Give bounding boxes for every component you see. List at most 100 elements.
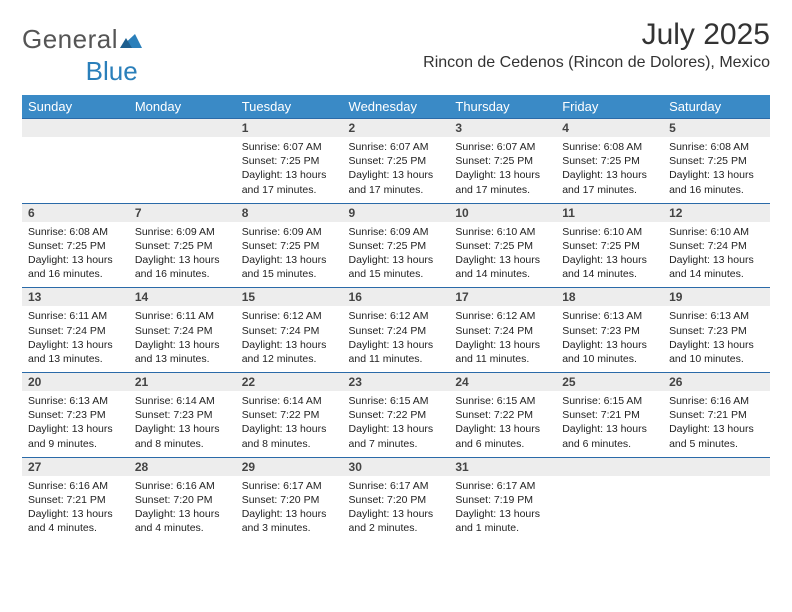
day-content-cell <box>22 137 129 203</box>
day-content-cell: Sunrise: 6:17 AMSunset: 7:20 PMDaylight:… <box>236 476 343 542</box>
day-content-cell: Sunrise: 6:16 AMSunset: 7:21 PMDaylight:… <box>663 391 770 457</box>
sunset-text: Sunset: 7:25 PM <box>28 239 123 253</box>
sunrise-text: Sunrise: 6:17 AM <box>349 479 444 493</box>
day-content-cell: Sunrise: 6:10 AMSunset: 7:24 PMDaylight:… <box>663 222 770 288</box>
sunset-text: Sunset: 7:25 PM <box>349 154 444 168</box>
sunrise-text: Sunrise: 6:17 AM <box>242 479 337 493</box>
day-number-cell: 2 <box>343 119 450 138</box>
day-number-cell: 15 <box>236 288 343 307</box>
day-content-row: Sunrise: 6:16 AMSunset: 7:21 PMDaylight:… <box>22 476 770 542</box>
day-content-cell: Sunrise: 6:12 AMSunset: 7:24 PMDaylight:… <box>236 306 343 372</box>
day-content-cell: Sunrise: 6:07 AMSunset: 7:25 PMDaylight:… <box>449 137 556 203</box>
sunrise-text: Sunrise: 6:13 AM <box>669 309 764 323</box>
daylight-text: Daylight: 13 hours and 8 minutes. <box>135 422 230 450</box>
day-content-cell: Sunrise: 6:11 AMSunset: 7:24 PMDaylight:… <box>129 306 236 372</box>
day-number-cell: 13 <box>22 288 129 307</box>
day-number-cell: 10 <box>449 203 556 222</box>
day-number-cell: 17 <box>449 288 556 307</box>
day-number-cell: 1 <box>236 119 343 138</box>
day-number-cell: 5 <box>663 119 770 138</box>
sunrise-text: Sunrise: 6:07 AM <box>349 140 444 154</box>
day-number-cell: 26 <box>663 373 770 392</box>
day-content-cell: Sunrise: 6:17 AMSunset: 7:19 PMDaylight:… <box>449 476 556 542</box>
sunset-text: Sunset: 7:25 PM <box>455 154 550 168</box>
day-number-row: 12345 <box>22 119 770 138</box>
sunrise-text: Sunrise: 6:09 AM <box>242 225 337 239</box>
day-number-cell: 21 <box>129 373 236 392</box>
day-number-cell <box>22 119 129 138</box>
daylight-text: Daylight: 13 hours and 11 minutes. <box>349 338 444 366</box>
daylight-text: Daylight: 13 hours and 14 minutes. <box>455 253 550 281</box>
day-number-cell: 30 <box>343 457 450 476</box>
daylight-text: Daylight: 13 hours and 15 minutes. <box>242 253 337 281</box>
day-content-cell: Sunrise: 6:13 AMSunset: 7:23 PMDaylight:… <box>22 391 129 457</box>
daylight-text: Daylight: 13 hours and 1 minute. <box>455 507 550 535</box>
day-content-cell: Sunrise: 6:09 AMSunset: 7:25 PMDaylight:… <box>236 222 343 288</box>
sunrise-text: Sunrise: 6:15 AM <box>562 394 657 408</box>
daylight-text: Daylight: 13 hours and 14 minutes. <box>669 253 764 281</box>
day-content-cell: Sunrise: 6:15 AMSunset: 7:22 PMDaylight:… <box>449 391 556 457</box>
day-content-cell: Sunrise: 6:09 AMSunset: 7:25 PMDaylight:… <box>343 222 450 288</box>
daylight-text: Daylight: 13 hours and 6 minutes. <box>455 422 550 450</box>
sunrise-text: Sunrise: 6:13 AM <box>28 394 123 408</box>
day-content-cell: Sunrise: 6:17 AMSunset: 7:20 PMDaylight:… <box>343 476 450 542</box>
daylight-text: Daylight: 13 hours and 7 minutes. <box>349 422 444 450</box>
daylight-text: Daylight: 13 hours and 8 minutes. <box>242 422 337 450</box>
sunrise-text: Sunrise: 6:07 AM <box>242 140 337 154</box>
daylight-text: Daylight: 13 hours and 15 minutes. <box>349 253 444 281</box>
sunset-text: Sunset: 7:21 PM <box>562 408 657 422</box>
sunrise-text: Sunrise: 6:08 AM <box>669 140 764 154</box>
daylight-text: Daylight: 13 hours and 17 minutes. <box>242 168 337 196</box>
day-number-cell: 27 <box>22 457 129 476</box>
sunrise-text: Sunrise: 6:10 AM <box>455 225 550 239</box>
day-content-cell <box>663 476 770 542</box>
day-number-cell: 8 <box>236 203 343 222</box>
day-content-row: Sunrise: 6:11 AMSunset: 7:24 PMDaylight:… <box>22 306 770 372</box>
day-number-cell: 19 <box>663 288 770 307</box>
day-number-cell: 24 <box>449 373 556 392</box>
day-number-cell: 14 <box>129 288 236 307</box>
daylight-text: Daylight: 13 hours and 9 minutes. <box>28 422 123 450</box>
sunset-text: Sunset: 7:24 PM <box>135 324 230 338</box>
day-number-cell: 16 <box>343 288 450 307</box>
sunset-text: Sunset: 7:20 PM <box>349 493 444 507</box>
day-content-cell <box>129 137 236 203</box>
sunset-text: Sunset: 7:24 PM <box>669 239 764 253</box>
day-content-cell: Sunrise: 6:08 AMSunset: 7:25 PMDaylight:… <box>556 137 663 203</box>
location-text: Rincon de Cedenos (Rincon de Dolores), M… <box>423 54 770 72</box>
day-content-cell: Sunrise: 6:12 AMSunset: 7:24 PMDaylight:… <box>449 306 556 372</box>
sunset-text: Sunset: 7:25 PM <box>135 239 230 253</box>
daylight-text: Daylight: 13 hours and 16 minutes. <box>669 168 764 196</box>
day-content-cell: Sunrise: 6:10 AMSunset: 7:25 PMDaylight:… <box>556 222 663 288</box>
day-content-cell: Sunrise: 6:15 AMSunset: 7:22 PMDaylight:… <box>343 391 450 457</box>
sunset-text: Sunset: 7:25 PM <box>562 154 657 168</box>
sunset-text: Sunset: 7:22 PM <box>242 408 337 422</box>
sunrise-text: Sunrise: 6:11 AM <box>28 309 123 323</box>
day-content-cell: Sunrise: 6:08 AMSunset: 7:25 PMDaylight:… <box>663 137 770 203</box>
day-number-cell: 12 <box>663 203 770 222</box>
daylight-text: Daylight: 13 hours and 4 minutes. <box>28 507 123 535</box>
sunrise-text: Sunrise: 6:11 AM <box>135 309 230 323</box>
sunrise-text: Sunrise: 6:09 AM <box>135 225 230 239</box>
day-number-cell: 18 <box>556 288 663 307</box>
day-number-cell: 11 <box>556 203 663 222</box>
daylight-text: Daylight: 13 hours and 12 minutes. <box>242 338 337 366</box>
weekday-header: Saturday <box>663 95 770 119</box>
day-number-cell: 9 <box>343 203 450 222</box>
sunset-text: Sunset: 7:25 PM <box>669 154 764 168</box>
day-content-cell: Sunrise: 6:12 AMSunset: 7:24 PMDaylight:… <box>343 306 450 372</box>
day-number-cell: 4 <box>556 119 663 138</box>
sunrise-text: Sunrise: 6:08 AM <box>28 225 123 239</box>
sunset-text: Sunset: 7:24 PM <box>349 324 444 338</box>
daylight-text: Daylight: 13 hours and 6 minutes. <box>562 422 657 450</box>
sunrise-text: Sunrise: 6:16 AM <box>669 394 764 408</box>
sunrise-text: Sunrise: 6:09 AM <box>349 225 444 239</box>
sunrise-text: Sunrise: 6:15 AM <box>455 394 550 408</box>
sunrise-text: Sunrise: 6:15 AM <box>349 394 444 408</box>
day-number-cell: 31 <box>449 457 556 476</box>
daylight-text: Daylight: 13 hours and 17 minutes. <box>562 168 657 196</box>
sunrise-text: Sunrise: 6:07 AM <box>455 140 550 154</box>
weekday-header: Tuesday <box>236 95 343 119</box>
day-content-cell: Sunrise: 6:14 AMSunset: 7:22 PMDaylight:… <box>236 391 343 457</box>
sunset-text: Sunset: 7:23 PM <box>135 408 230 422</box>
